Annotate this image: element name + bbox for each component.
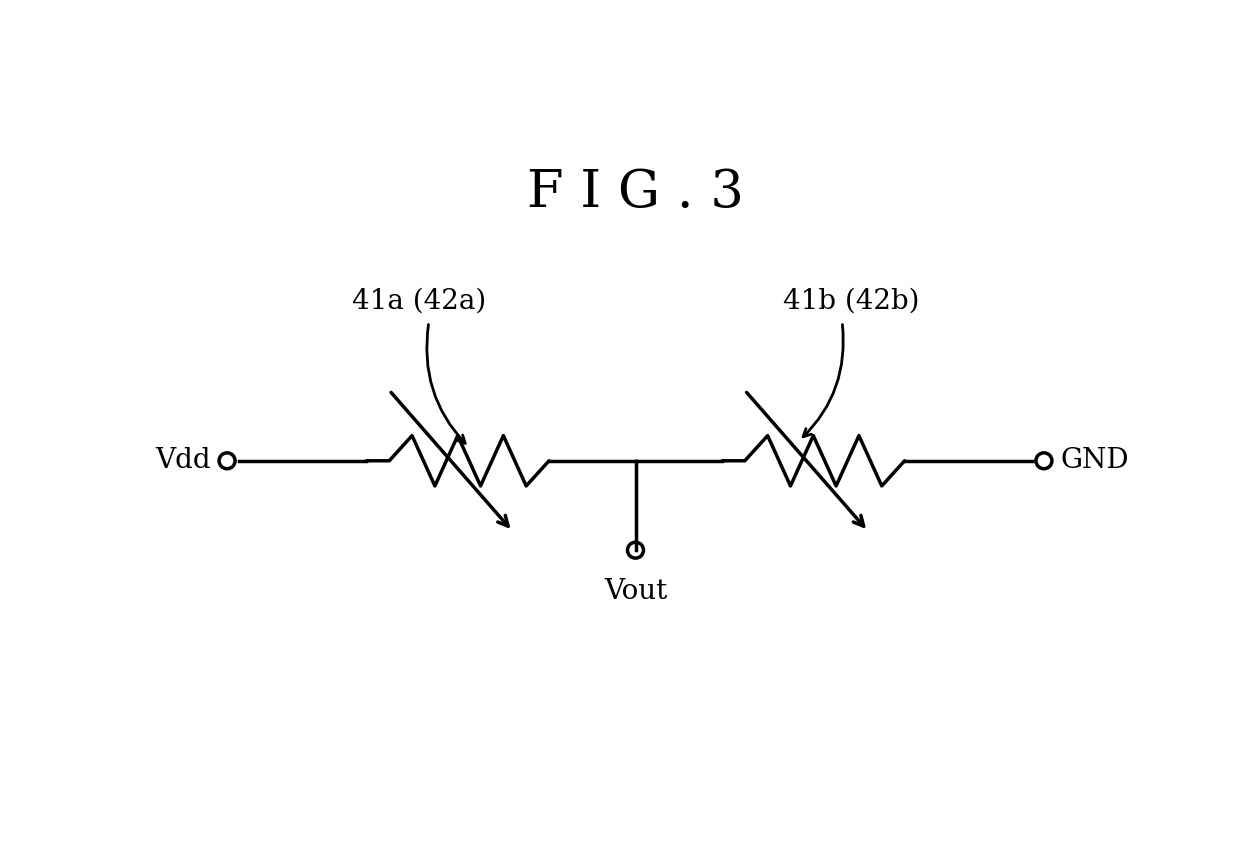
Text: GND: GND xyxy=(1060,447,1128,474)
Text: Vdd: Vdd xyxy=(155,447,211,474)
Text: Vout: Vout xyxy=(604,578,667,605)
Text: 41a (42a): 41a (42a) xyxy=(352,288,486,315)
Text: 41b (42b): 41b (42b) xyxy=(784,288,920,315)
Text: F I G . 3: F I G . 3 xyxy=(527,167,744,218)
